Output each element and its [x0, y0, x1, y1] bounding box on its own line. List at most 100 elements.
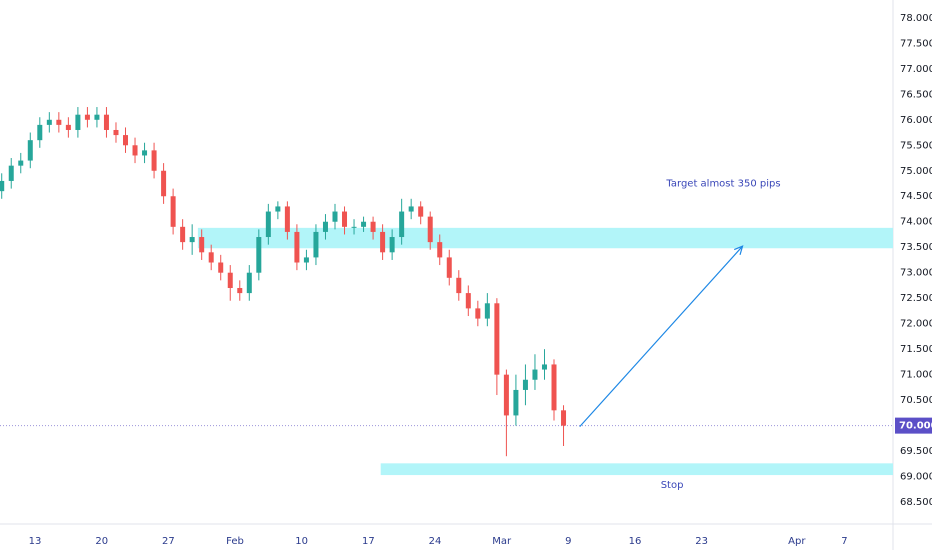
y-tick-label: 74.500: [900, 191, 932, 202]
x-tick-label: 24: [429, 536, 442, 547]
candle-body: [27, 140, 33, 161]
zone: [380, 463, 893, 476]
candle-body: [532, 369, 538, 380]
candle-body: [475, 308, 481, 319]
x-tick-label: 9: [565, 536, 571, 547]
x-tick-label: 20: [95, 536, 108, 547]
candle-body: [494, 303, 500, 375]
y-tick-label: 70.500: [900, 395, 932, 406]
y-tick-label: 77.500: [900, 38, 932, 49]
arrow-head: [733, 245, 744, 256]
y-tick-label: 71.500: [900, 344, 932, 355]
y-tick-label: 76.500: [900, 89, 932, 100]
candle-body: [427, 216, 433, 243]
candle-body: [342, 211, 348, 227]
candle-body: [313, 231, 319, 258]
candle-body: [170, 196, 176, 227]
candle-body: [503, 374, 509, 416]
candle-body: [103, 114, 109, 130]
candle-body: [246, 272, 252, 294]
candle-body: [380, 231, 386, 253]
x-tick-label: Mar: [492, 536, 512, 547]
y-tick-label: 75.000: [900, 166, 932, 177]
candle-body: [0, 180, 5, 192]
y-tick-label: 75.500: [900, 140, 932, 151]
arrow: [579, 245, 743, 428]
x-tick-label: 10: [295, 536, 308, 547]
y-tick-label: 73.000: [900, 268, 932, 279]
candle-body: [142, 150, 148, 156]
candle-body: [8, 165, 14, 181]
candle-body: [75, 114, 81, 130]
candle-body: [322, 221, 328, 232]
candle-body: [418, 206, 424, 217]
candle-body: [227, 272, 233, 288]
candle-body: [132, 145, 138, 156]
y-tick-label: 76.000: [900, 115, 932, 126]
candle-body: [389, 237, 395, 253]
candle-body: [284, 206, 290, 232]
candle-body: [303, 257, 309, 263]
candle-body: [56, 119, 62, 125]
candle-body: [237, 287, 243, 294]
candle-body: [294, 231, 300, 263]
candle-body: [332, 211, 338, 222]
candle-body: [541, 364, 547, 370]
y-tick-label: 77.000: [900, 64, 932, 75]
y-tick-label: 72.500: [900, 293, 932, 304]
annotation: Stop: [661, 480, 684, 491]
candle-body: [113, 129, 119, 136]
candle-body: [361, 221, 367, 227]
candle-body: [256, 237, 262, 273]
last-price-box: [895, 417, 932, 434]
candle-body: [484, 303, 490, 319]
candle-body: [408, 206, 414, 212]
x-tick-label: 13: [29, 536, 42, 547]
candle-body: [446, 257, 452, 278]
candle-body: [189, 237, 195, 243]
x-tick-label: 23: [695, 536, 708, 547]
x-tick-label: 17: [362, 536, 375, 547]
candle-body: [46, 119, 52, 125]
x-tick-label: 27: [162, 536, 175, 547]
candle-body: [265, 211, 271, 238]
y-tick-label: 78.000: [900, 13, 932, 24]
x-tick-label: Apr: [788, 536, 806, 547]
candle-body: [161, 170, 167, 197]
candle-body: [180, 226, 186, 243]
candle-body: [465, 293, 471, 309]
y-tick-label: 71.000: [900, 370, 932, 381]
candle-body: [94, 114, 100, 120]
y-tick-label: 69.500: [900, 446, 932, 457]
y-tick-label: 72.000: [900, 319, 932, 330]
candle-body: [275, 206, 281, 212]
candle-body: [551, 364, 557, 411]
candle-body: [151, 150, 157, 171]
candle-body: [399, 211, 405, 238]
candle-body: [218, 262, 224, 273]
candle-body: [208, 252, 214, 263]
candle-body: [456, 277, 462, 294]
x-tick-label: 16: [629, 536, 642, 547]
candle-body: [65, 124, 71, 130]
candle-body: [37, 124, 43, 141]
candle-body: [84, 114, 90, 120]
candle-body: [513, 389, 519, 416]
x-tick-label: Feb: [226, 536, 244, 547]
annotation: Target almost 350 pips: [665, 179, 780, 190]
x-tick-label: 7: [841, 536, 847, 547]
candle-body: [370, 221, 376, 232]
candle-body: [522, 379, 528, 390]
candle-body: [561, 410, 567, 426]
candle-body: [18, 160, 24, 166]
last-price-label: 70.000: [899, 421, 932, 432]
y-tick-label: 73.500: [900, 242, 932, 253]
candle-body: [123, 135, 129, 146]
candle-body: [437, 242, 443, 258]
y-tick-label: 68.500: [900, 497, 932, 508]
candle-body: [351, 226, 357, 228]
zone: [197, 227, 893, 249]
candle-body: [199, 237, 205, 253]
